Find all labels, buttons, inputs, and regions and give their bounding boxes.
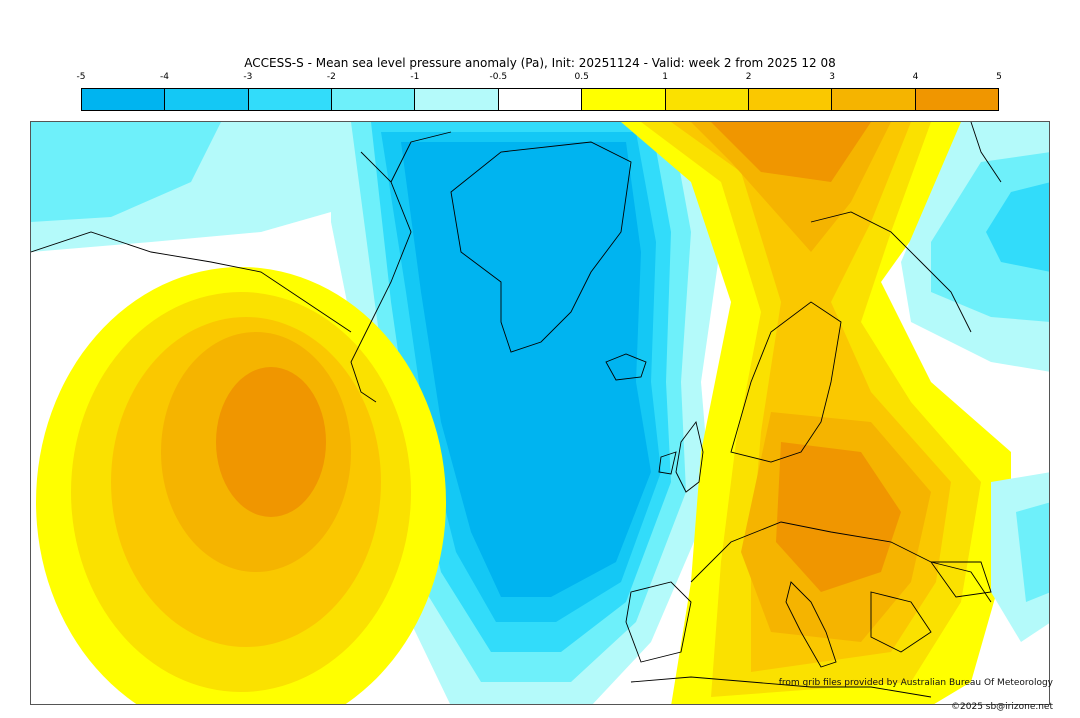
colorbar-segment [248, 89, 333, 110]
anomaly-region-east-negative [901, 122, 1049, 642]
anomaly-region-europe-high [621, 122, 1011, 704]
map-canvas [31, 122, 1049, 704]
colorbar-segment [832, 89, 916, 110]
colorbar-tick-label: 1 [662, 72, 669, 82]
colorbar-segment [665, 89, 749, 110]
data-credit: from grib files provided by Australian B… [778, 678, 1053, 688]
colorbar-tick-label: -3 [243, 72, 253, 82]
colorbar-legend [81, 88, 999, 111]
anomaly-region-northwest-negative [31, 122, 391, 252]
colorbar-tick-label: 5 [996, 72, 1002, 82]
colorbar-tick-label: 0.5 [574, 72, 589, 82]
colorbar-segment [915, 89, 998, 110]
colorbar-tick-label: 2 [745, 72, 752, 82]
pressure-anomaly-map [30, 121, 1050, 705]
colorbar-tick-label: -5 [76, 72, 86, 82]
colorbar-tick-label: 3 [829, 72, 835, 82]
colorbar-tick-label: -1 [410, 72, 420, 82]
coastlines [31, 122, 1002, 698]
map-title: ACCESS-S - Mean sea level pressure anoma… [244, 56, 836, 70]
colorbar-segment [82, 89, 166, 110]
copyright-notice: ©2025 sb@irizone.net [951, 702, 1053, 712]
colorbar-tick-label: -0.5 [489, 72, 508, 82]
colorbar-tick-label: -2 [326, 72, 336, 82]
anomaly-region-west-high [36, 267, 446, 704]
colorbar-tick-label: -4 [159, 72, 169, 82]
colorbar-segment [415, 89, 499, 110]
colorbar-segment [498, 89, 583, 110]
colorbar-tick-label: 4 [912, 72, 919, 82]
colorbar-segment [748, 89, 833, 110]
colorbar-segment [582, 89, 666, 110]
colorbar-segment [332, 89, 416, 110]
colorbar-segment [165, 89, 249, 110]
